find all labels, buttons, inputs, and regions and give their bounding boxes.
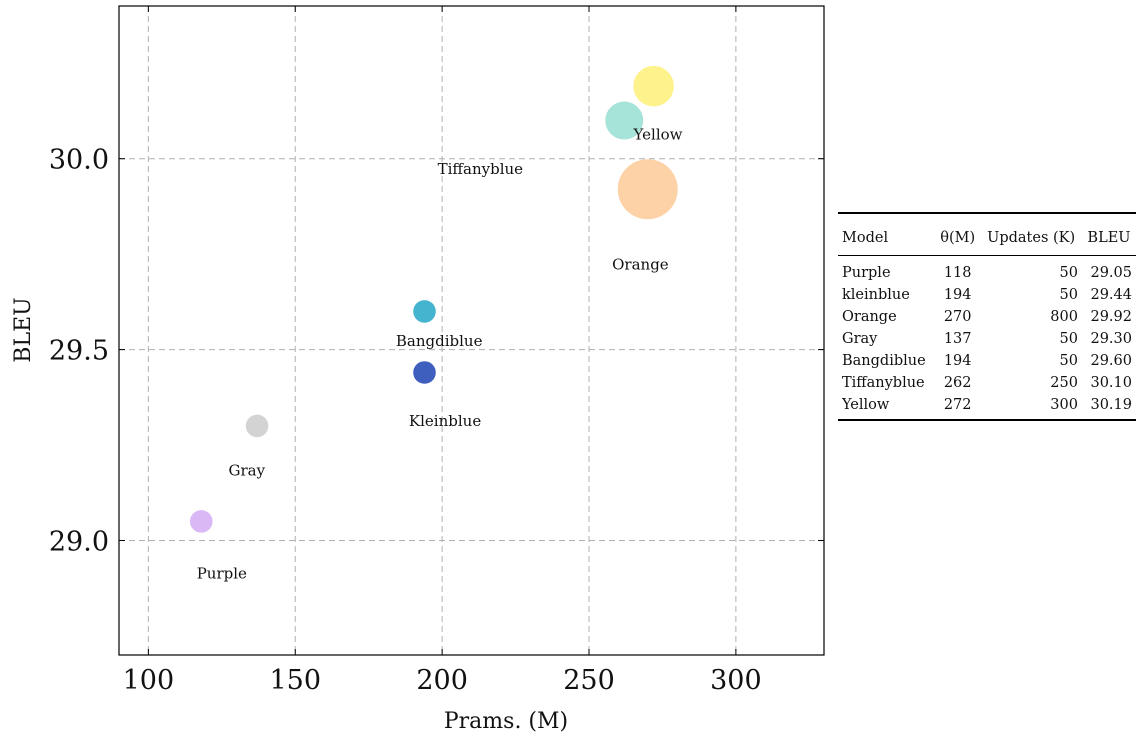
cell-bleu: 30.19 [1081, 394, 1136, 421]
bubble-kleinblue [413, 300, 436, 323]
cell-bleu: 29.44 [1090, 287, 1132, 303]
header-bleu: BLEU [1081, 212, 1136, 256]
cell-updates: 50 [1059, 331, 1078, 347]
table-header-row: Model θ(M) Updates (K) BLEU [838, 212, 1136, 256]
x-tick-label: 100 [123, 665, 175, 696]
table-row: Yellow 272 300 30.19 [838, 394, 1136, 421]
table-row: Tiffanyblue 262 250 30.10 [838, 372, 1136, 394]
x-tick-label: 200 [416, 665, 468, 696]
y-tick-label: 30.0 [49, 145, 109, 176]
cell-updates: 300 [980, 394, 1082, 421]
plot-background [119, 6, 824, 655]
bubbles [189, 65, 678, 533]
point-label-kleinblue: Kleinblue [409, 412, 481, 430]
cell-bleu: 29.92 [1090, 309, 1132, 325]
point-label-bangdiblue: Bangdiblue [396, 332, 483, 350]
cell-updates: 50 [1059, 287, 1078, 303]
cell-params: 194 [943, 287, 972, 303]
cell-bleu: 29.30 [1090, 331, 1132, 347]
cell-model: Bangdiblue [842, 353, 926, 369]
cell-model: Gray [842, 331, 878, 347]
cell-model: Tiffanyblue [842, 375, 925, 391]
cell-model: kleinblue [842, 287, 910, 303]
table-row: kleinblue 194 50 29.44 [838, 284, 1136, 306]
model-table: Model θ(M) Updates (K) BLEU Purple 118 50 2… [838, 212, 1136, 421]
grid [119, 6, 824, 655]
tick-labels: 100 150 200 250 300 29.0 29.5 30.0 [49, 145, 762, 696]
x-tick-label: 300 [710, 665, 762, 696]
cell-updates: 250 [1050, 375, 1078, 391]
bubble-purple [189, 510, 213, 533]
cell-params: 137 [943, 331, 972, 347]
table-row: Purple 118 50 29.05 [838, 256, 1136, 285]
cell-params: 270 [943, 309, 972, 325]
y-tick-label: 29.5 [49, 336, 109, 367]
axis-ticks [119, 6, 824, 655]
cell-model: Orange [842, 309, 897, 325]
point-label-gray: Gray [228, 462, 265, 480]
cell-params: 262 [943, 375, 972, 391]
cell-bleu: 29.05 [1090, 265, 1132, 281]
table-row: Gray 137 50 29.30 [838, 328, 1136, 350]
header-updates: Updates (K) [980, 212, 1082, 256]
cell-updates: 50 [1059, 353, 1078, 369]
table-row: Bangdiblue 194 50 29.60 [838, 350, 1136, 372]
bubble-tiffanyblue [605, 101, 644, 140]
table-row: Orange 270 800 29.92 [838, 306, 1136, 328]
x-axis-title: Prams. (M) [444, 709, 568, 734]
cell-bleu: 29.60 [1090, 353, 1132, 369]
x-tick-label: 250 [563, 665, 615, 696]
point-labels: Purple Gray Bangdiblue Kleinblue Tiffanyblue… [197, 126, 683, 583]
y-axis-title: BLEU [11, 297, 36, 362]
cell-updates: 50 [1059, 265, 1078, 281]
bubble-bangdiblue [413, 361, 436, 384]
point-label-tiffanyblue: Tiffanyblue [438, 160, 524, 178]
bubble-gray [245, 414, 269, 438]
y-tick-label: 29.0 [49, 526, 109, 557]
cell-params: 194 [943, 353, 972, 369]
point-label-orange: Orange [612, 255, 669, 273]
cell-bleu: 30.10 [1090, 375, 1132, 391]
x-tick-label: 150 [269, 665, 321, 696]
cell-updates: 800 [1050, 309, 1078, 325]
cell-params: 272 [934, 394, 981, 421]
plot-frame [118, 5, 825, 656]
bubble-orange [617, 159, 678, 220]
bubble-yellow [633, 65, 674, 107]
header-model: Model [838, 212, 935, 256]
cell-model: Purple [842, 265, 891, 281]
cell-model: Yellow [838, 394, 935, 421]
point-label-yellow: Yellow [633, 126, 683, 144]
cell-params: 118 [943, 265, 972, 281]
header-params: θ(M) [934, 212, 981, 256]
point-label-purple: Purple [197, 565, 247, 583]
